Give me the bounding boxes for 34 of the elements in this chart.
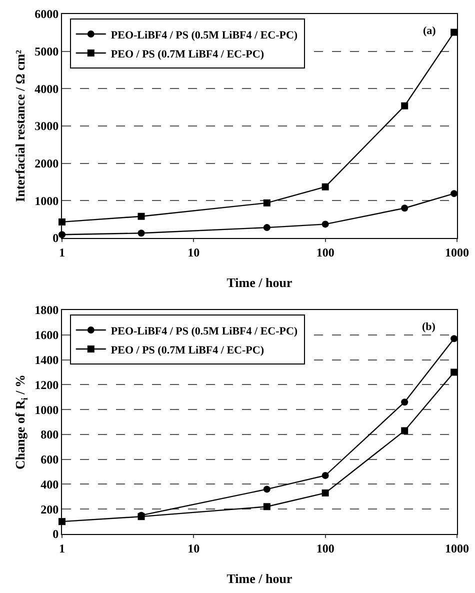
- legend-label: PEO-LiBF4 / PS (0.5M LiBF4 / EC-PC): [110, 325, 298, 338]
- y-tick-label: 200: [40, 502, 59, 516]
- y-tick-label: 1200: [34, 378, 59, 392]
- x-tick-label: 100: [316, 245, 334, 260]
- x-tick-label: 1000: [445, 245, 469, 260]
- y-tick-label: 0: [52, 527, 59, 542]
- x-tick-label: 1: [59, 541, 65, 556]
- y-tick-label: 1600: [34, 328, 59, 342]
- y-axis-title: Interfacial restance / Ω cm²: [12, 50, 28, 202]
- legend-label: PEO / PS (0.7M LiBF4 / EC-PC): [110, 48, 264, 60]
- y-tick-label: 6000: [34, 7, 59, 22]
- y-tick-label: 5000: [34, 44, 59, 59]
- y-tick-label: 3000: [34, 119, 59, 134]
- y-tick-label: 2000: [34, 156, 59, 171]
- y-tick-label: 1000: [34, 402, 59, 417]
- x-tick-label: 1000: [445, 541, 469, 556]
- x-tick-label: 10: [188, 245, 200, 260]
- y-tick-label: 1800: [34, 303, 59, 318]
- x-tick-label: 100: [316, 541, 334, 556]
- y-tick-label: 1000: [34, 194, 59, 208]
- annotation: (b): [422, 321, 436, 333]
- y-tick-label: 800: [40, 428, 59, 442]
- y-tick-label: 4000: [34, 82, 59, 96]
- y-tick-label: 400: [40, 477, 59, 492]
- x-tick-label: 1: [59, 245, 65, 260]
- y-tick-label: 1400: [34, 352, 59, 367]
- y-tick-label: 0: [52, 231, 59, 246]
- legend-label: PEO / PS (0.7M LiBF4 / EC-PC): [110, 344, 264, 356]
- legend-label: PEO-LiBF4 / PS (0.5M LiBF4 / EC-PC): [110, 29, 298, 42]
- x-tick-label: 10: [188, 541, 200, 556]
- y-tick-label: 600: [40, 452, 59, 467]
- x-axis-title: Time / hour: [226, 275, 292, 290]
- x-axis-title: Time / hour: [226, 571, 292, 586]
- annotation: (a): [423, 25, 436, 37]
